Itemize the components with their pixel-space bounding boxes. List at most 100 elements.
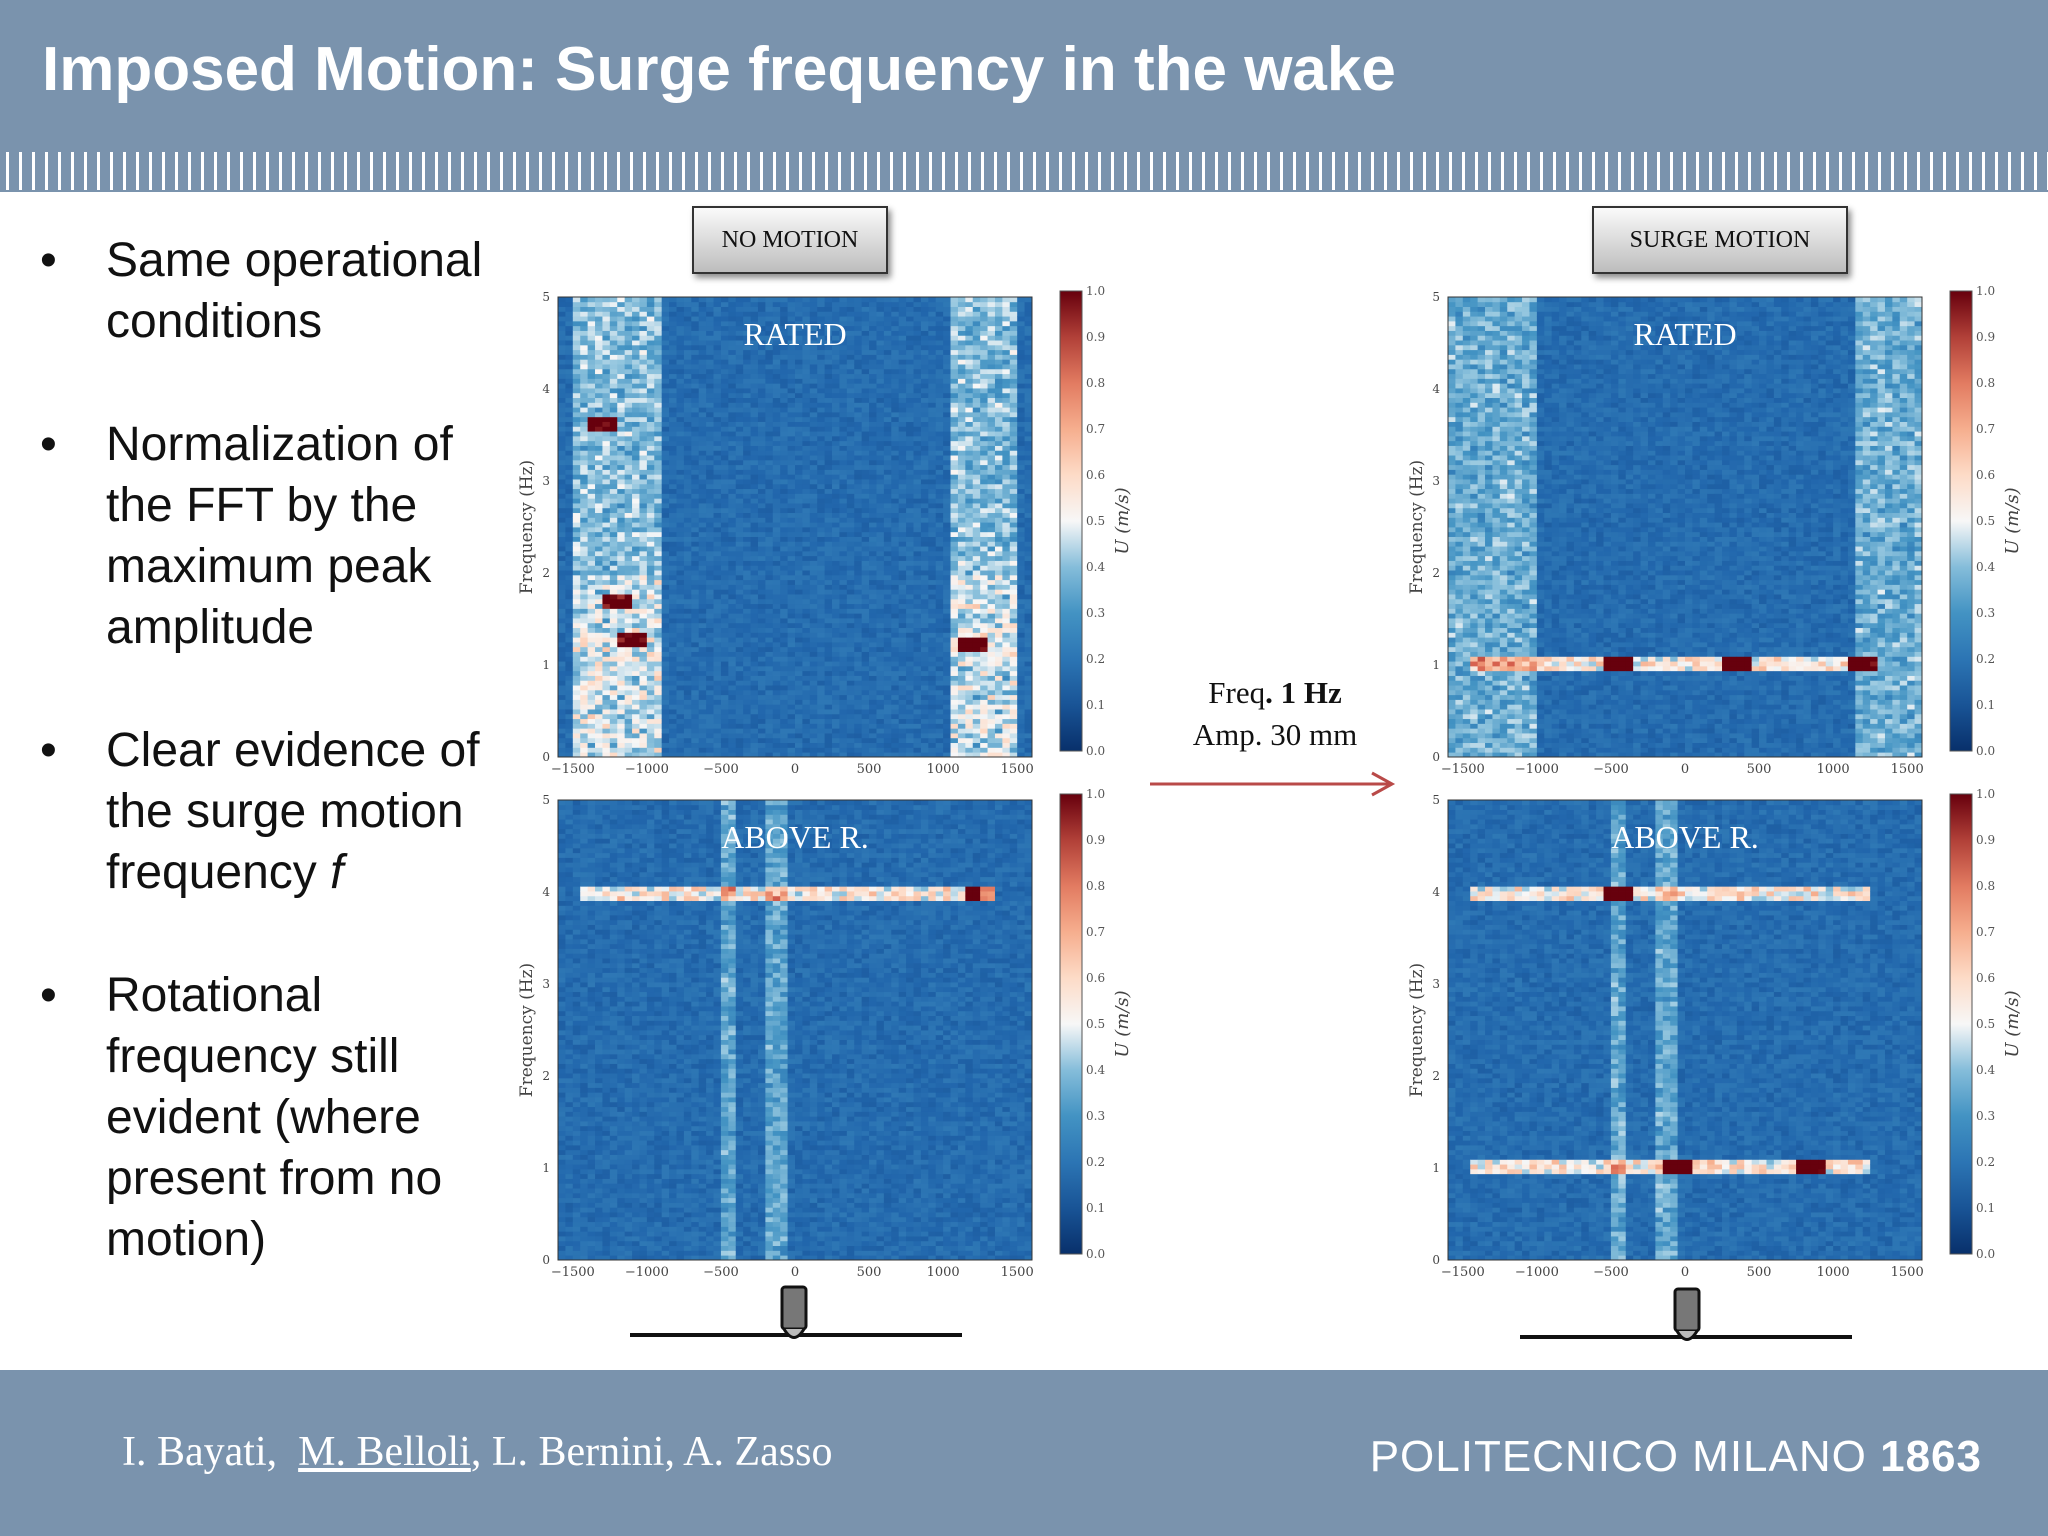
colorbar-tick-label: 0.5 <box>1086 1017 1105 1031</box>
y-tick-label: 0 <box>1432 1253 1440 1267</box>
colorbar-tick-label: 0.0 <box>1976 1247 1995 1261</box>
slide-title: Imposed Motion: Surge frequency in the w… <box>42 34 1396 105</box>
colorbar-label: U (m/s) <box>1112 990 1133 1057</box>
x-tick-label: 500 <box>857 1265 882 1280</box>
colorbar-tick-label: 0.5 <box>1976 514 1995 528</box>
y-tick-label: 5 <box>1432 290 1440 304</box>
colorbar-tick-label: 0.5 <box>1086 514 1105 528</box>
colorbar-tick-label: 0.3 <box>1086 606 1105 620</box>
colorbar-tick-label: 0.8 <box>1976 879 1995 893</box>
colorbar-tick-label: 0.7 <box>1086 422 1105 436</box>
colorbar-tick-label: 0.2 <box>1086 652 1105 666</box>
x-tick-label: 1500 <box>1891 1265 1924 1280</box>
colorbar-tick-label: 1.0 <box>1976 285 1995 298</box>
x-tick-label: −1000 <box>1515 762 1559 777</box>
y-tick-label: 5 <box>1432 793 1440 807</box>
colorbar-tick-label: 0.6 <box>1976 468 1995 482</box>
heatmap-svg: −1500 −1000 −500 0 500 1000 1500 0 1 2 3 4 5 Frequenc… <box>1407 284 2023 777</box>
y-tick-label: 4 <box>1432 382 1440 396</box>
x-tick-label: 1000 <box>1817 762 1850 777</box>
colorbar <box>1949 290 1973 752</box>
colorbar-tick-label: 0.6 <box>1976 971 1995 985</box>
colorbar-tick-label: 1.0 <box>1976 788 1995 801</box>
x-tick-label: −1500 <box>551 762 595 777</box>
y-tick-label: 5 <box>542 793 550 807</box>
x-tick-label: 0 <box>791 1265 799 1280</box>
x-tick-label: −1000 <box>625 1265 669 1280</box>
y-axis-label: Frequency (Hz) <box>1407 460 1427 594</box>
colorbar-tick-label: 0.5 <box>1976 1017 1995 1031</box>
x-tick-label: −1500 <box>1441 1265 1485 1280</box>
x-tick-label: −500 <box>1593 762 1629 777</box>
y-tick-label: 4 <box>542 885 550 899</box>
surge-motion-label: SURGE MOTION <box>1592 206 1848 274</box>
y-axis-label: Frequency (Hz) <box>517 963 537 1097</box>
y-tick-label: 1 <box>1432 658 1440 672</box>
colorbar-tick-label: 0.4 <box>1086 560 1105 574</box>
no-motion-label: NO MOTION <box>692 206 888 274</box>
y-axis-label: Frequency (Hz) <box>517 460 537 594</box>
y-tick-label: 2 <box>1432 1069 1440 1083</box>
y-tick-label: 0 <box>542 1253 550 1267</box>
colorbar-tick-label: 1.0 <box>1086 788 1105 801</box>
turbine-schematic-left-icon <box>630 1285 962 1339</box>
y-tick-label: 3 <box>542 977 550 991</box>
university-logo: POLITECNICO MILANO 1863 <box>1370 1432 1982 1482</box>
x-tick-label: −1000 <box>625 762 669 777</box>
x-tick-label: −500 <box>703 1265 739 1280</box>
colorbar-tick-label: 0.3 <box>1976 1109 1995 1123</box>
colorbar-label: U (m/s) <box>2002 487 2023 554</box>
bullet-item: • Same operational conditions <box>40 230 520 352</box>
x-tick-label: 500 <box>1747 1265 1772 1280</box>
y-tick-label: 0 <box>1432 750 1440 764</box>
colorbar-tick-label: 0.9 <box>1086 330 1105 344</box>
bullet-item: • Normalization of the FFT by the maximum… <box>40 414 520 658</box>
x-tick-label: −1500 <box>551 1265 595 1280</box>
surge-frequency-symbol: f <box>330 846 343 899</box>
colorbar-tick-label: 0.3 <box>1086 1109 1105 1123</box>
y-tick-label: 3 <box>542 474 550 488</box>
panel-title: RATED <box>1633 316 1736 352</box>
chart-no-motion-rated: −1500 −1000 −500 0 500 1000 1500 0 1 2 3 4 5 Frequenc… <box>510 284 1150 785</box>
y-tick-label: 0 <box>542 750 550 764</box>
colorbar-tick-label: 0.6 <box>1086 971 1105 985</box>
colorbar-tick-label: 0.2 <box>1976 652 1995 666</box>
chart-surge-above: −1500 −1000 −500 0 500 1000 1500 0 1 2 3 4 5 Frequenc… <box>1400 787 2040 1288</box>
colorbar-tick-label: 0.1 <box>1976 698 1995 712</box>
colorbar-tick-label: 0.1 <box>1976 1201 1995 1215</box>
colorbar-tick-label: 0.4 <box>1086 1063 1105 1077</box>
chart-surge-rated: −1500 −1000 −500 0 500 1000 1500 0 1 2 3 4 5 Frequenc… <box>1400 284 2040 785</box>
colorbar-tick-label: 0.2 <box>1976 1155 1995 1169</box>
y-tick-label: 5 <box>542 290 550 304</box>
colorbar-tick-label: 0.1 <box>1086 698 1105 712</box>
colorbar-tick-label: 0.7 <box>1976 925 1995 939</box>
x-tick-label: 1500 <box>1891 762 1924 777</box>
colorbar-tick-label: 0.0 <box>1086 1247 1105 1261</box>
y-tick-label: 2 <box>542 1069 550 1083</box>
colorbar-tick-label: 0.9 <box>1086 833 1105 847</box>
colorbar-tick-label: 0.3 <box>1976 606 1995 620</box>
y-tick-label: 2 <box>1432 566 1440 580</box>
y-tick-label: 3 <box>1432 977 1440 991</box>
colorbar <box>1059 290 1083 752</box>
y-tick-label: 2 <box>542 566 550 580</box>
x-tick-label: 500 <box>857 762 882 777</box>
y-tick-label: 1 <box>542 1161 550 1175</box>
x-tick-label: 1000 <box>927 1265 960 1280</box>
x-tick-label: −500 <box>703 762 739 777</box>
header-tick-strip <box>6 152 2048 190</box>
bullet-item: • Rotational frequency still evident (whe… <box>40 965 520 1270</box>
colorbar-tick-label: 0.9 <box>1976 330 1995 344</box>
x-tick-label: 0 <box>791 762 799 777</box>
x-tick-label: 500 <box>1747 762 1772 777</box>
y-tick-label: 4 <box>542 382 550 396</box>
colorbar-tick-label: 0.7 <box>1086 925 1105 939</box>
y-tick-label: 4 <box>1432 885 1440 899</box>
colorbar <box>1059 793 1083 1255</box>
chart-no-motion-above: −1500 −1000 −500 0 500 1000 1500 0 1 2 3 4 5 Frequenc… <box>510 787 1150 1288</box>
colorbar-label: U (m/s) <box>2002 990 2023 1057</box>
y-tick-label: 3 <box>1432 474 1440 488</box>
x-tick-label: 1000 <box>1817 1265 1850 1280</box>
x-tick-label: 0 <box>1681 1265 1689 1280</box>
slide-header: Imposed Motion: Surge frequency in the w… <box>0 0 2048 192</box>
